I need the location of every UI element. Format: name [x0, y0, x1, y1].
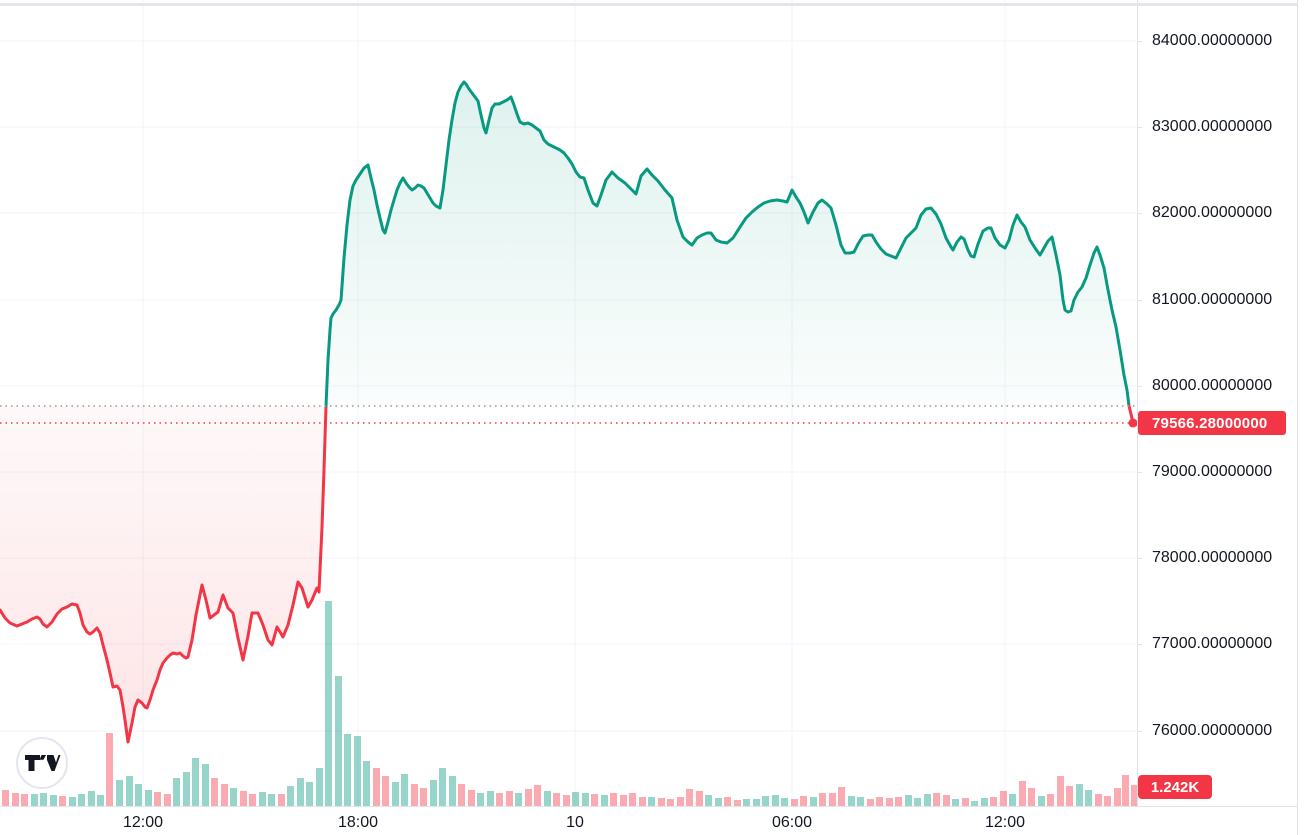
current-price-value: 79566.28000000 — [1152, 414, 1268, 432]
price-tick-label: 84000.00000000 — [1152, 32, 1273, 49]
price-tick-mark — [1137, 213, 1142, 214]
time-tick-label: 18:00 — [337, 814, 379, 831]
current-price-badge: 79566.28000000 — [1138, 411, 1286, 435]
price-tick-label: 79000.00000000 — [1152, 463, 1273, 480]
volume-value-badge: 1.242K — [1138, 775, 1212, 799]
price-tick-mark — [1137, 558, 1142, 559]
time-scale[interactable]: 12:00 18:00 10 06:00 12:00 — [0, 807, 1297, 835]
volume-histogram — [2, 601, 1137, 806]
price-tick-label: 81000.00000000 — [1152, 291, 1273, 308]
baseline-area-fills — [0, 82, 1129, 742]
price-tick-label: 80000.00000000 — [1152, 377, 1273, 394]
price-tick-mark — [1137, 731, 1142, 732]
time-tick-label: 06:00 — [771, 814, 813, 831]
volume-value: 1.242K — [1150, 778, 1200, 796]
price-tick-label: 83000.00000000 — [1152, 118, 1273, 135]
price-tick-mark — [1137, 644, 1142, 645]
price-scale[interactable]: 79566.28000000 84000.00000000 83000.00000… — [1137, 0, 1297, 806]
price-tick-mark — [1137, 300, 1142, 301]
price-tick-mark — [1137, 41, 1142, 42]
time-tick-label: 12:00 — [984, 814, 1026, 831]
price-axis-border — [1137, 0, 1138, 806]
scrollbar-separator — [1297, 0, 1298, 835]
tradingview-logo-icon — [25, 755, 61, 771]
time-tick-label: 12:00 — [122, 814, 164, 831]
price-tick-label: 76000.00000000 — [1152, 722, 1273, 739]
price-tick-mark — [1137, 127, 1142, 128]
tradingview-logo[interactable] — [16, 737, 68, 789]
price-chart-canvas[interactable] — [0, 0, 1137, 806]
time-axis-border — [0, 806, 1297, 807]
price-tick-mark — [1137, 386, 1142, 387]
price-tick-label: 77000.00000000 — [1152, 635, 1273, 652]
price-reference-dotted-lines — [0, 405, 1137, 428]
time-tick-label: 10 — [566, 814, 584, 831]
top-pane-separator — [0, 3, 1297, 6]
price-tick-label: 82000.00000000 — [1152, 204, 1273, 221]
price-tick-label: 78000.00000000 — [1152, 549, 1273, 566]
price-tick-mark — [1137, 472, 1142, 473]
